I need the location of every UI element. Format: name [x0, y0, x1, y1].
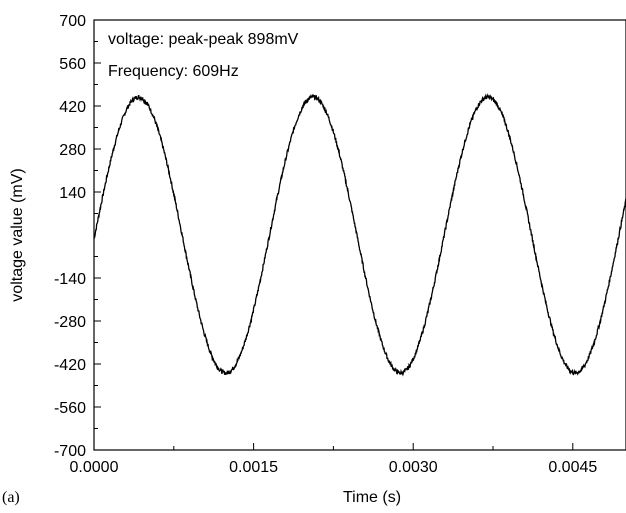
y-tick-label: 140	[59, 185, 86, 202]
x-axis-ticks: 0.0000 0.0015 0.0030 0.0045	[70, 443, 597, 476]
x-tick-label: 0.0045	[548, 459, 597, 476]
y-tick-label: 280	[59, 142, 86, 159]
annotation-frequency: Frequency: 609Hz	[108, 63, 239, 80]
y-tick-label: -280	[54, 314, 86, 331]
x-tick-label: 0.0000	[70, 459, 119, 476]
y-tick-label: -140	[54, 271, 86, 288]
voltage-series-line	[93, 93, 626, 377]
y-tick-label: -700	[54, 443, 86, 460]
y-tick-label: -420	[54, 357, 86, 374]
x-tick-label: 0.0030	[389, 459, 438, 476]
y-tick-label: 560	[59, 56, 86, 73]
y-tick-label: 420	[59, 99, 86, 116]
y-tick-label: 700	[59, 13, 86, 30]
y-axis-ticks: -700 -560 -420 -280 -140 140 280 420 560 700	[54, 13, 101, 460]
annotation-peak-peak: voltage: peak-peak 898mV	[108, 31, 299, 48]
x-tick-label: 0.0015	[229, 459, 278, 476]
x-axis-title: Time (s)	[343, 489, 401, 506]
plot-frame	[93, 19, 626, 451]
y-axis-title: voltage value (mV)	[9, 168, 26, 301]
y-tick-label: -560	[54, 400, 86, 417]
panel-label: (a)	[2, 489, 20, 506]
